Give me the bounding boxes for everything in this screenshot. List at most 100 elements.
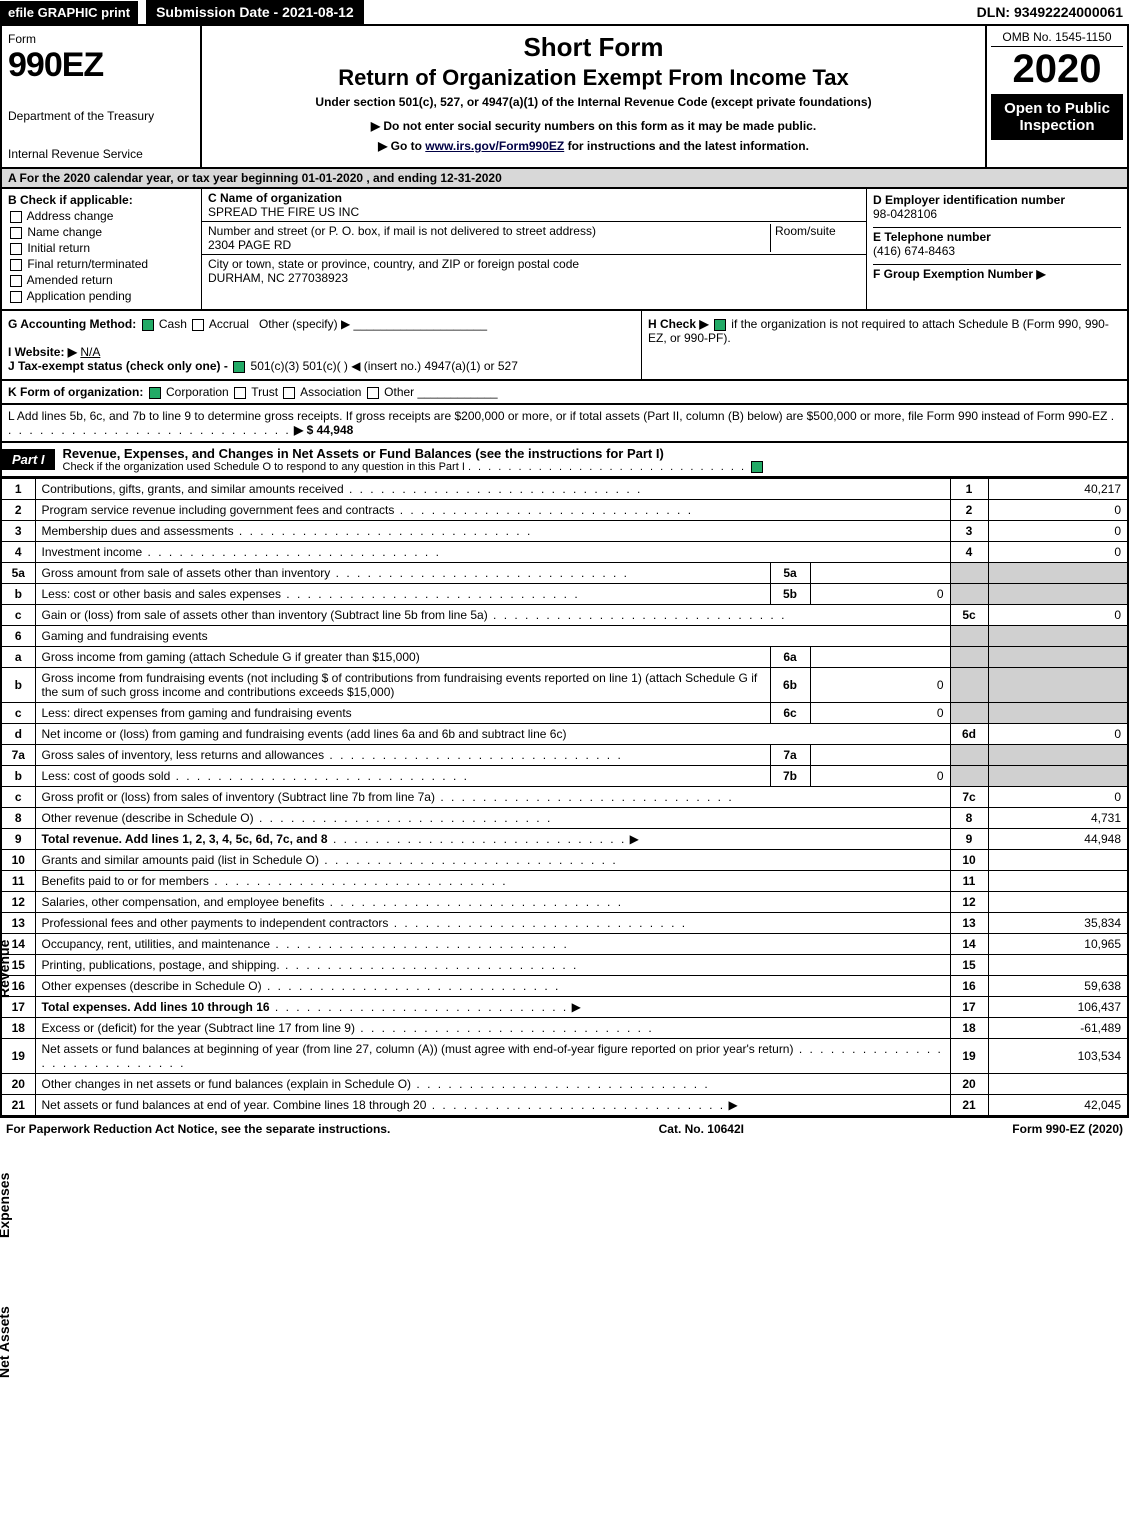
line-19: 19Net assets or fund balances at beginni… [1,1039,1128,1074]
line-7b: bLess: cost of goods sold7b0 [1,766,1128,787]
line-18: 18Excess or (deficit) for the year (Subt… [1,1018,1128,1039]
website-value: N/A [80,345,100,359]
form-header: Form 990EZ Department of the Treasury In… [0,26,1129,169]
chk-schedule-o[interactable] [751,461,763,473]
lbl-4947: 4947(a)(1) or [425,359,495,373]
irs-link[interactable]: www.irs.gov/Form990EZ [425,139,564,153]
chk-name-change[interactable] [10,227,22,239]
lbl-501c3: 501(c)(3) [251,359,300,373]
line-5a: 5aGross amount from sale of assets other… [1,563,1128,584]
lbl-cash: Cash [159,317,187,331]
i-label: I Website: ▶ [8,345,77,359]
lbl-other-org: Other [384,385,414,399]
line-14: 14Occupancy, rent, utilities, and mainte… [1,934,1128,955]
c-name-label: C Name of organization [208,191,342,205]
ssn-warning: ▶ Do not enter social security numbers o… [212,119,975,133]
footer-left: For Paperwork Reduction Act Notice, see … [6,1122,390,1136]
g-label: G Accounting Method: [8,317,136,331]
chk-h-schedule-b[interactable] [714,319,726,331]
lbl-corporation: Corporation [166,385,229,399]
chk-final-return[interactable] [10,259,22,271]
chk-initial-return[interactable] [10,243,22,255]
line-7a: 7aGross sales of inventory, less returns… [1,745,1128,766]
line-17: 17Total expenses. Add lines 10 through 1… [1,997,1128,1018]
city-value: DURHAM, NC 277038923 [208,271,348,285]
line-6: 6Gaming and fundraising events [1,626,1128,647]
line-6d: dNet income or (loss) from gaming and fu… [1,724,1128,745]
chk-cash[interactable] [142,319,154,331]
chk-other-org[interactable] [367,387,379,399]
line-12: 12Salaries, other compensation, and empl… [1,892,1128,913]
part1-tab: Part I [2,449,55,470]
l-text: L Add lines 5b, 6c, and 7b to line 9 to … [8,409,1107,423]
side-expenses: Expenses [0,1173,12,1238]
part1-sub: Check if the organization used Schedule … [63,461,1119,473]
line-6c: cLess: direct expenses from gaming and f… [1,703,1128,724]
lbl-trust: Trust [251,385,278,399]
line-1: 1Contributions, gifts, grants, and simil… [1,479,1128,500]
line-6b: bGross income from fundraising events (n… [1,668,1128,703]
lbl-initial-return: Initial return [27,241,90,255]
room-label: Room/suite [775,224,836,238]
city-label: City or town, state or province, country… [208,257,579,271]
dln-label: DLN: 93492224000061 [977,4,1129,20]
org-info-block: B Check if applicable: Address change Na… [0,189,1129,311]
top-bar: efile GRAPHIC print Submission Date - 20… [0,0,1129,26]
line-7c: cGross profit or (loss) from sales of in… [1,787,1128,808]
chk-application-pending[interactable] [10,291,22,303]
chk-accrual[interactable] [192,319,204,331]
chk-trust[interactable] [234,387,246,399]
line-13: 13Professional fees and other payments t… [1,913,1128,934]
goto-pre: ▶ Go to [378,139,425,153]
chk-corporation[interactable] [149,387,161,399]
street-value: 2304 PAGE RD [208,238,291,252]
page-footer: For Paperwork Reduction Act Notice, see … [0,1117,1129,1140]
line-16: 16Other expenses (describe in Schedule O… [1,976,1128,997]
line-21: 21Net assets or fund balances at end of … [1,1095,1128,1117]
col-c-address: C Name of organization SPREAD THE FIRE U… [202,189,867,309]
lines-table: 1Contributions, gifts, grants, and simil… [0,478,1129,1117]
lbl-accrual: Accrual [209,317,249,331]
chk-association[interactable] [283,387,295,399]
e-tel-label: E Telephone number [873,230,991,244]
lbl-name-change: Name change [27,225,102,239]
lbl-final-return: Final return/terminated [27,257,148,271]
line-9: 9Total revenue. Add lines 1, 2, 3, 4, 5c… [1,829,1128,850]
dept-irs: Internal Revenue Service [8,147,194,161]
row-g-h: G Accounting Method: Cash Accrual Other … [0,311,1129,381]
tel-value: (416) 674-8463 [873,244,955,258]
j-label: J Tax-exempt status (check only one) - [8,359,228,373]
part1-title: Revenue, Expenses, and Changes in Net As… [63,446,664,461]
chk-address-change[interactable] [10,211,22,223]
org-name: SPREAD THE FIRE US INC [208,205,359,219]
col-def: D Employer identification number 98-0428… [867,189,1127,309]
side-netassets: Net Assets [0,1306,12,1378]
goto-line: ▶ Go to www.irs.gov/Form990EZ for instru… [212,139,975,153]
form-number: 990EZ [8,46,194,85]
chk-amended-return[interactable] [10,275,22,287]
lbl-address-change: Address change [27,209,114,223]
f-group-label: F Group Exemption Number ▶ [873,267,1046,281]
lbl-association: Association [300,385,361,399]
efile-print-button[interactable]: efile GRAPHIC print [0,1,138,24]
line-5c: cGain or (loss) from sale of assets othe… [1,605,1128,626]
line-3: 3Membership dues and assessments30 [1,521,1128,542]
line-8: 8Other revenue (describe in Schedule O)8… [1,808,1128,829]
h-label: H Check ▶ [648,317,709,331]
lbl-other-method: Other (specify) ▶ [259,317,350,331]
footer-catno: Cat. No. 10642I [390,1122,1012,1136]
form-label: Form [8,32,194,46]
lbl-527: 527 [498,359,518,373]
footer-formref: Form 990-EZ (2020) [1012,1122,1123,1136]
line-2: 2Program service revenue including gover… [1,500,1128,521]
lbl-amended-return: Amended return [27,273,113,287]
open-public-badge: Open to Public Inspection [991,94,1123,140]
subtitle: Under section 501(c), 527, or 4947(a)(1)… [212,95,975,109]
line-5b: bLess: cost or other basis and sales exp… [1,584,1128,605]
tax-year: 2020 [991,47,1123,92]
chk-501c3[interactable] [233,361,245,373]
l-amount: ▶ $ 44,948 [294,423,353,437]
side-revenue: Revenue [0,940,12,998]
ein-value: 98-0428106 [873,207,937,221]
line-10: 10Grants and similar amounts paid (list … [1,850,1128,871]
